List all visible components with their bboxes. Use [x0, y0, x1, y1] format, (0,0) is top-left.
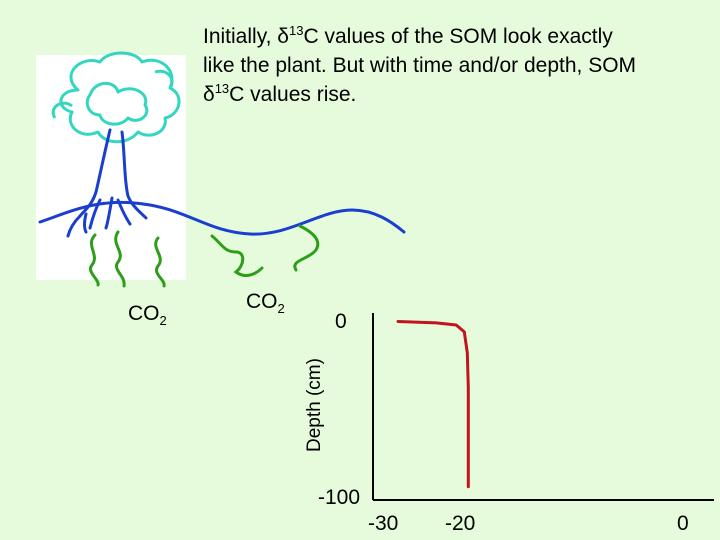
tree-trunk-icon	[66, 128, 148, 238]
x-tick-label-2: 0	[677, 512, 689, 535]
co2-squiggle-4-icon	[210, 234, 264, 277]
caption-line2: like the plant. But with time and/or dep…	[203, 54, 637, 77]
co2-squiggle-1-icon	[89, 233, 100, 287]
co2-label-right-main: CO	[246, 290, 278, 313]
co2-label-left-sub: 2	[159, 313, 167, 329]
co2-label-right-sub: 2	[277, 301, 285, 317]
delta13c-depth-curve	[396, 320, 470, 489]
y-axis-label: Depth (cm)	[304, 358, 325, 452]
tree-panel	[36, 55, 186, 280]
co2-label-left-main: CO	[128, 302, 160, 325]
co2-squiggle-5-icon	[293, 224, 320, 272]
caption-line1-sup: 13	[289, 23, 304, 38]
caption: Initially, δ13C values of the SOM look e…	[203, 22, 713, 109]
co2-arrows	[89, 224, 320, 288]
y-tick-label-0: 0	[335, 310, 347, 333]
caption-line3-post: C values rise.	[229, 83, 357, 106]
co2-label-left: CO2	[128, 302, 167, 328]
caption-line1-post: C values of the SOM look exactly	[303, 25, 613, 48]
co2-label-right: CO2	[246, 290, 285, 316]
soil-surface-line	[38, 200, 406, 236]
caption-line3-sup: 13	[214, 81, 230, 96]
x-tick-label-0: -30	[368, 512, 399, 535]
y-tick-label-1: -100	[318, 486, 361, 509]
co2-squiggle-3-icon	[154, 236, 166, 288]
tree-canopy-icon	[51, 51, 181, 144]
caption-line1-pre: Initially, δ	[203, 25, 289, 48]
x-tick-label-1: -20	[445, 512, 476, 535]
caption-line3-pre: δ	[203, 83, 215, 106]
co2-squiggle-2-icon	[114, 230, 126, 288]
